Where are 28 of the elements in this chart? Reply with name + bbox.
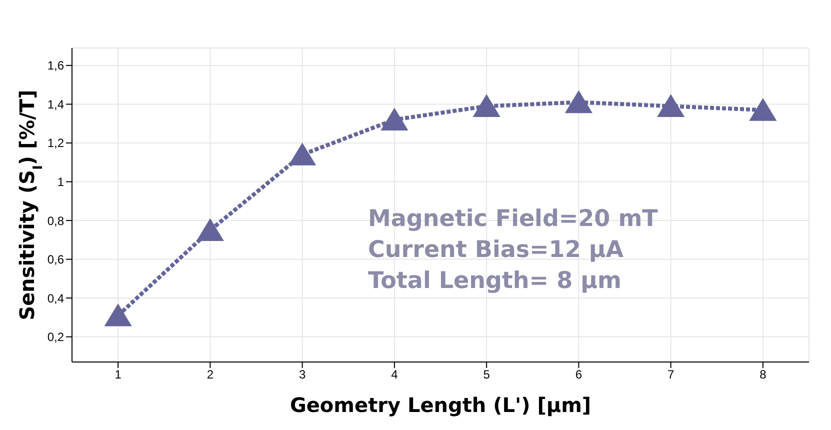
point	[196, 218, 224, 241]
x-tick-label: 4	[391, 368, 398, 382]
y-tick-label: 1	[57, 175, 64, 189]
point	[288, 142, 316, 166]
x-tick-label: 7	[667, 368, 674, 382]
x-tick-label: 3	[298, 368, 306, 382]
y-tick-label: 1,6	[47, 58, 64, 73]
y-tick-label: 0,6	[47, 252, 64, 267]
point	[749, 98, 777, 121]
annotation: Total Length= 8 µm	[368, 267, 622, 296]
x-tick-label: 5	[483, 368, 490, 382]
y-tick-label: 1,2	[47, 136, 64, 150]
y-tick-label: 0,2	[47, 330, 64, 344]
annotation: Current Bias=12 µA	[368, 236, 625, 265]
x-tick-label: 6	[575, 368, 582, 382]
point	[104, 303, 132, 326]
annotation: Magnetic Field=20 mT	[368, 205, 658, 234]
y-tick-label: 0,8	[47, 214, 64, 228]
x-tick-label: 2	[206, 368, 214, 382]
point	[564, 90, 592, 114]
point	[657, 94, 685, 117]
point	[380, 108, 408, 131]
x-tick-label: 8	[760, 368, 767, 382]
point	[472, 94, 500, 117]
y-tick-label: 0,4	[47, 291, 64, 306]
x-tick-label: 1	[114, 368, 122, 382]
x-axis-title: Geometry Length (L') [µm]	[290, 393, 592, 417]
y-tick-label: 1,4	[47, 97, 64, 112]
